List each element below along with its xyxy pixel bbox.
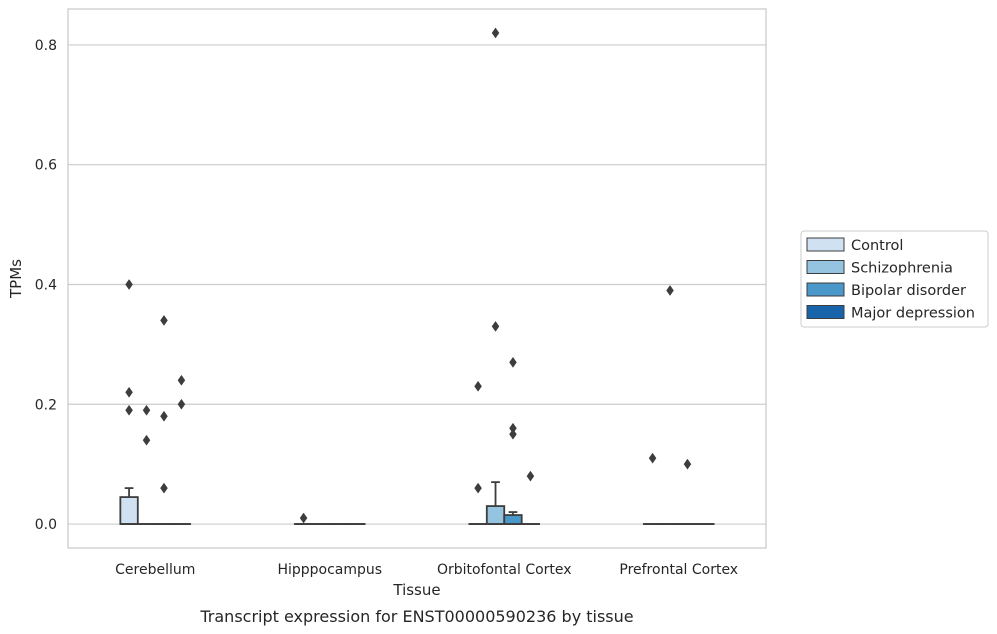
outlier-point xyxy=(160,410,168,422)
outlier-point xyxy=(160,314,168,326)
y-axis-label: TPMs xyxy=(7,259,25,299)
plot-area-frame xyxy=(67,8,767,549)
outlier-point xyxy=(491,27,500,39)
y-tick-labels: 0.0 0.2 0.4 0.6 0.8 xyxy=(35,38,57,533)
outlier-point xyxy=(648,452,657,464)
y-tick-label: 0.8 xyxy=(35,38,57,54)
box-rect xyxy=(119,496,139,525)
legend: Control Schizophrenia Bipolar disorder Majo… xyxy=(800,230,989,328)
outlier-point xyxy=(474,380,482,392)
box-control xyxy=(119,487,139,525)
x-axis-label: Tissue xyxy=(392,581,440,599)
outlier-point xyxy=(491,320,500,332)
outlier-point xyxy=(125,279,133,290)
outlier-point xyxy=(299,512,308,524)
outlier-point xyxy=(160,482,168,494)
outlier-point xyxy=(125,386,133,398)
outlier-point xyxy=(177,398,186,410)
box-bipolar-disorder xyxy=(503,511,523,525)
outlier-point xyxy=(509,356,517,368)
outlier-point xyxy=(142,404,151,416)
grid-lines xyxy=(68,44,766,525)
x-tick-labels: Cerebellum Hipppocampus Orbitofontal Corte… xyxy=(115,562,738,578)
box-schizophrenia xyxy=(485,481,506,525)
box-rect xyxy=(503,514,523,525)
legend-entry: Major depression xyxy=(851,306,975,322)
box-rect xyxy=(485,505,506,525)
boxes xyxy=(119,481,715,525)
y-tick-label: 0.4 xyxy=(35,277,57,293)
x-tick-label: Hipppocampus xyxy=(277,562,382,578)
outlier-point xyxy=(125,404,133,416)
outlier-point xyxy=(142,434,151,446)
y-tick-label: 0.2 xyxy=(35,397,57,413)
y-tick-label: 0.6 xyxy=(35,158,57,174)
outlier-point xyxy=(683,458,692,470)
outlier-point xyxy=(509,428,517,440)
legend-swatch xyxy=(806,237,845,252)
x-tick-label: Orbitofontal Cortex xyxy=(437,562,572,578)
outlier-point xyxy=(177,374,186,386)
legend-frame xyxy=(800,230,989,328)
y-tick-label: 0.0 xyxy=(35,517,57,533)
outliers xyxy=(125,27,692,524)
outlier-point xyxy=(666,285,674,296)
legend-entry: Control xyxy=(851,238,903,254)
chart-caption: Transcript expression for ENST0000059023… xyxy=(199,607,633,626)
legend-swatch xyxy=(806,282,845,297)
legend-entry: Schizophrenia xyxy=(851,261,953,277)
outlier-point xyxy=(474,482,482,494)
x-tick-label: Cerebellum xyxy=(115,562,195,578)
x-tick-label: Prefrontal Cortex xyxy=(619,562,738,578)
legend-swatch xyxy=(806,260,845,274)
legend-entry: Bipolar disorder xyxy=(851,283,966,299)
outlier-point xyxy=(526,470,535,482)
legend-swatch xyxy=(806,305,845,319)
